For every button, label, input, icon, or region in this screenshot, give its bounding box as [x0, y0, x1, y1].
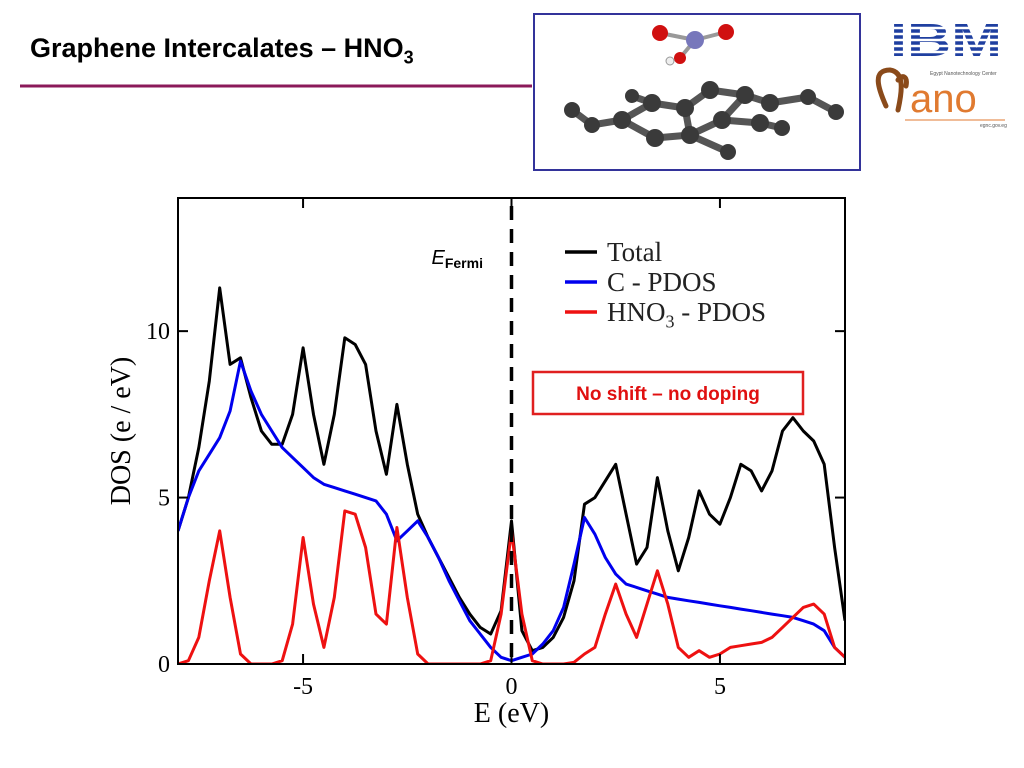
- series-line: [178, 286, 845, 653]
- x-tick-label: 5: [714, 674, 726, 700]
- fermi-label-main: E: [432, 247, 446, 269]
- y-tick-label: 5: [158, 486, 170, 512]
- fermi-label: EFermi: [432, 247, 483, 271]
- molecule-image: [533, 13, 861, 171]
- annotation-box: [531, 370, 805, 416]
- y-tick-label: 0: [158, 652, 170, 678]
- nano-text: ano: [910, 77, 977, 121]
- fermi-label-sub: Fermi: [445, 255, 483, 271]
- x-tick-label: -5: [293, 674, 313, 700]
- slide-title: Graphene Intercalates – HNO3: [30, 33, 414, 67]
- plot-frame: [177, 197, 846, 665]
- nano-url: egnc.gov.eg: [980, 123, 1007, 129]
- legend-label: Total: [607, 237, 662, 267]
- nano-caption: Egypt Nanotechnology Center: [930, 71, 997, 77]
- y-tick-label: 10: [146, 319, 170, 345]
- y-axis-label: DOS (e / eV): [106, 357, 137, 506]
- annotation: No shift – no doping: [576, 384, 760, 405]
- nano-logo: ano Egypt Nanotechnology Center egnc.gov…: [875, 67, 1007, 129]
- ibm-logo: IBM: [886, 14, 1006, 66]
- legend-label: C - PDOS: [607, 267, 717, 297]
- x-axis-label: E (eV): [474, 698, 549, 729]
- legend-label: HNO3 - PDOS: [607, 297, 766, 331]
- x-tick-label: 0: [506, 674, 518, 700]
